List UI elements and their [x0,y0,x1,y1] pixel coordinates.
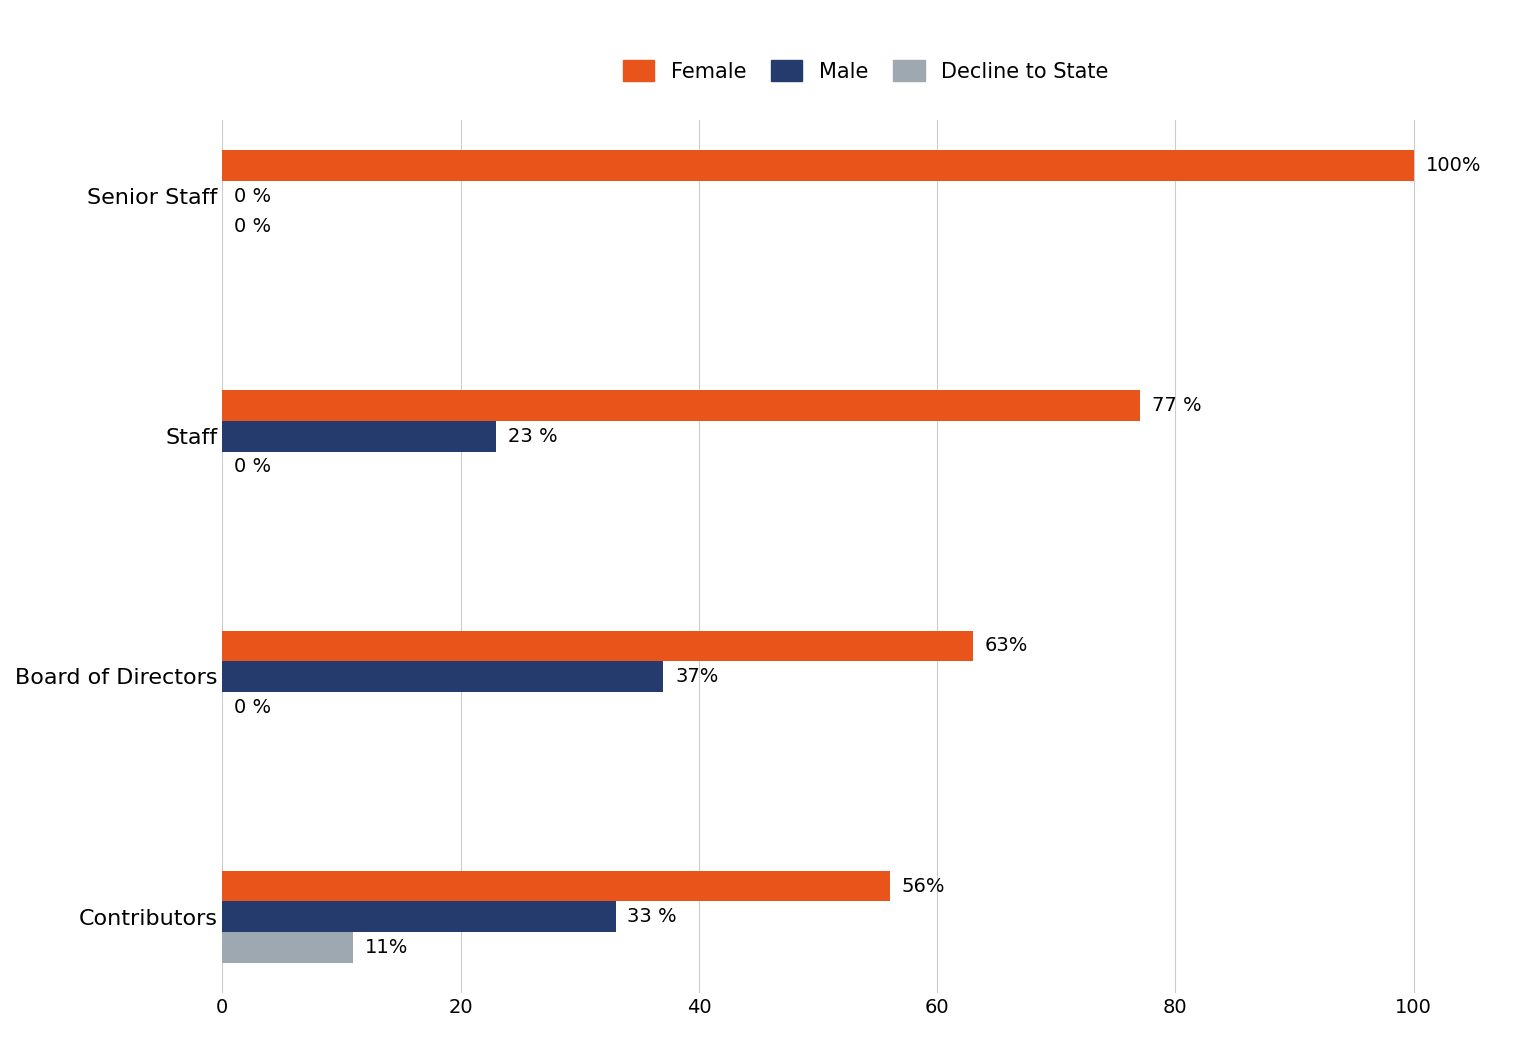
Text: 100%: 100% [1425,156,1481,175]
Bar [223,932,354,962]
Text: 11%: 11% [366,938,408,957]
Text: 56%: 56% [901,876,945,896]
Text: 37%: 37% [675,667,718,686]
Text: 33 %: 33 % [628,907,677,927]
Bar [223,871,890,901]
Text: 63%: 63% [985,636,1029,655]
Text: 0 %: 0 % [235,186,271,205]
Bar [223,631,972,661]
Text: 0 %: 0 % [235,457,271,476]
Bar [223,661,663,692]
Bar [223,391,1140,421]
Bar [223,151,1414,181]
Bar [223,901,616,932]
Text: 0 %: 0 % [235,217,271,236]
Text: 77 %: 77 % [1152,396,1201,415]
Bar [223,421,497,452]
Text: 0 %: 0 % [235,697,271,716]
Legend: Female, Male, Decline to State: Female, Male, Decline to State [614,52,1117,90]
Text: 23 %: 23 % [509,426,558,445]
